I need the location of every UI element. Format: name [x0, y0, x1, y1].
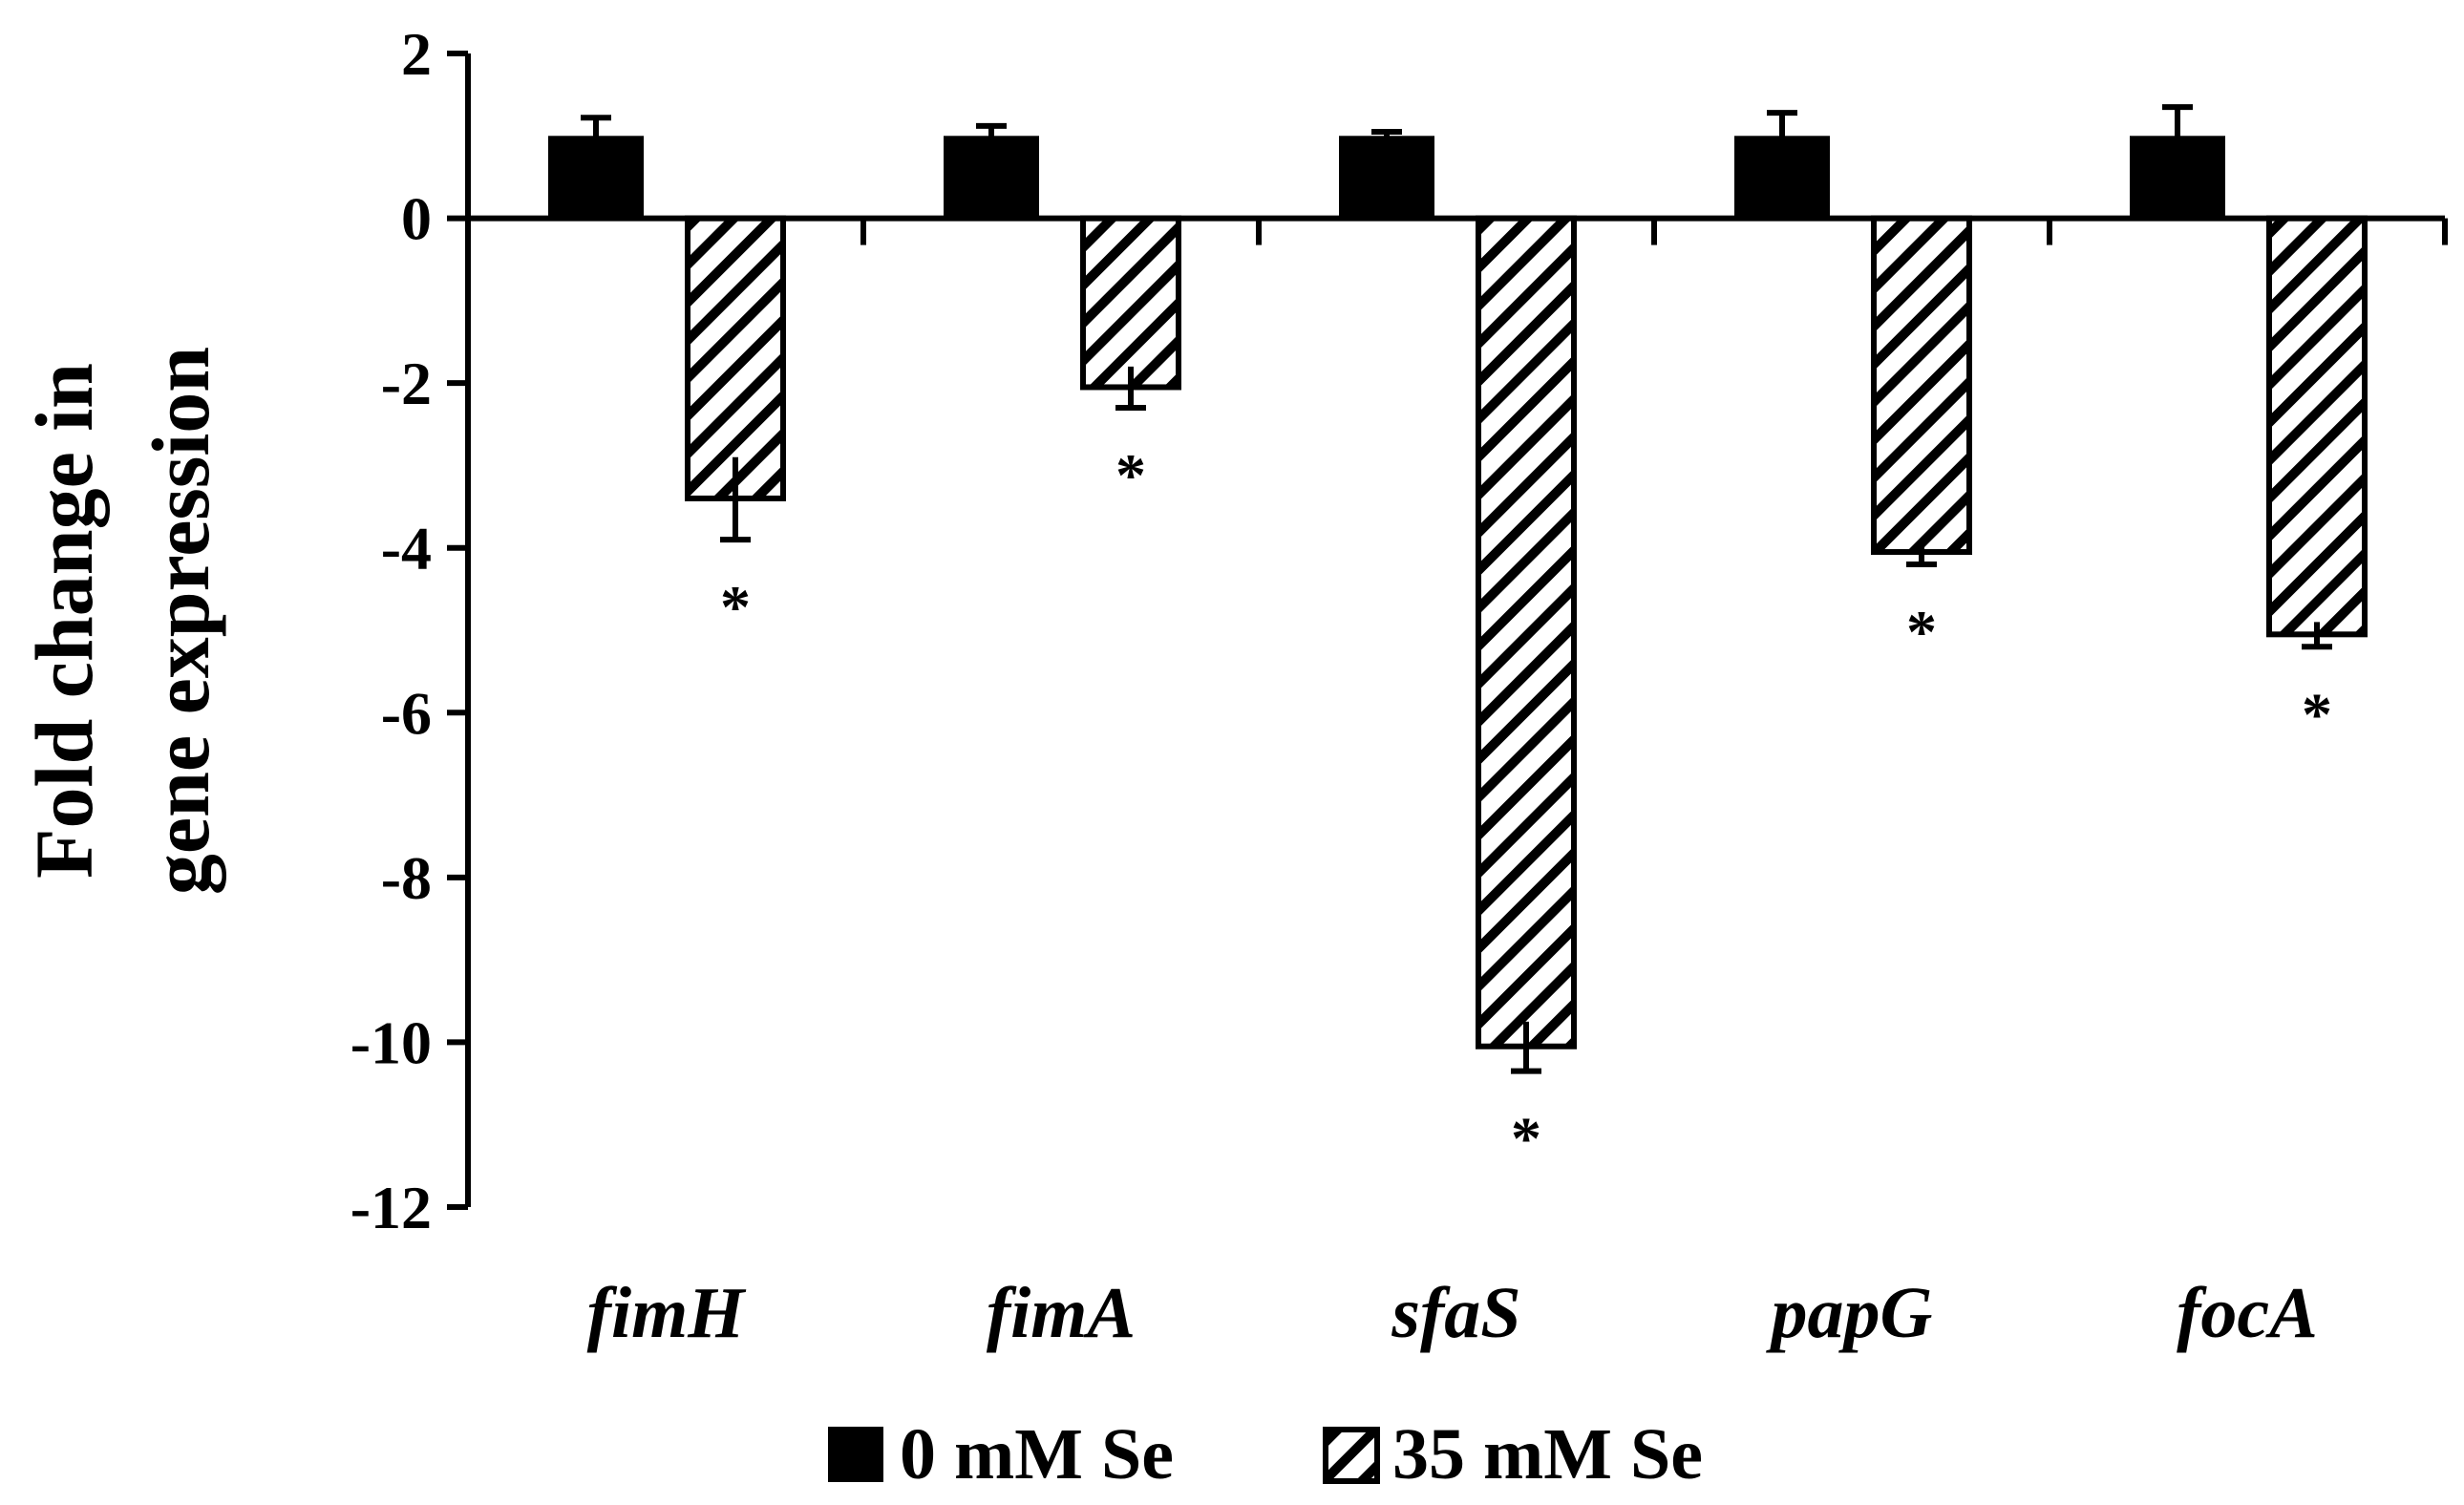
legend-swatch-35-mm	[1323, 1427, 1380, 1484]
error-bar-focA-series-0	[2162, 104, 2193, 165]
bar-fimA-series-1	[1080, 215, 1181, 391]
bar-fimH-series-1	[685, 215, 786, 501]
legend-label-35-mm: 35 mM Se	[1392, 1414, 1703, 1494]
significance-mark-focA: *	[2302, 680, 2332, 748]
bar-fimA-series-0	[944, 136, 1039, 219]
significance-mark-fimA: *	[1115, 441, 1146, 509]
error-bar-sfaS-series-0	[1371, 128, 1402, 140]
y-axis-title-line-2: gene expression	[135, 347, 226, 895]
error-bar-fimH-series-0	[581, 115, 611, 155]
x-tick-label-fimH: fimH	[587, 1273, 748, 1353]
error-bar-sfaS-series-1	[1511, 1021, 1541, 1074]
y-axis-title: Fold change in gene expression	[18, 347, 226, 895]
error-bar-fimA-series-0	[976, 122, 1007, 146]
error-bar-fimA-series-1	[1115, 366, 1146, 412]
legend-label-0-mm: 0 mM Se	[900, 1414, 1174, 1494]
bar-focA-series-1	[2266, 215, 2368, 638]
y-tick-label: -12	[350, 1174, 432, 1241]
axes	[447, 51, 2448, 1210]
bar-papG-series-1	[1871, 215, 1972, 556]
error-bar-papG-series-0	[1767, 110, 1797, 159]
bars	[548, 104, 2368, 1074]
y-tick-label: -6	[381, 679, 432, 747]
error-bar-focA-series-1	[2302, 622, 2332, 650]
error-bar-fimH-series-1	[720, 456, 751, 543]
x-tick-label-fimA: fimA	[987, 1273, 1136, 1353]
y-tick-label: 0	[401, 185, 432, 253]
x-tick-label-sfaS: sfaS	[1391, 1273, 1520, 1353]
error-bar-papG-series-1	[1906, 540, 1937, 567]
significance-mark-sfaS: *	[1511, 1105, 1541, 1173]
bar-sfaS-series-1	[1476, 215, 1577, 1049]
y-axis-title-line-1: Fold change in	[18, 363, 110, 879]
significance-mark-papG: *	[1906, 598, 1937, 666]
y-tick-label: -2	[381, 350, 432, 417]
y-tick-label: -4	[381, 515, 432, 583]
bar-sfaS-series-0	[1339, 136, 1434, 219]
y-tick-label: -10	[350, 1008, 432, 1076]
significance-mark-fimH: *	[720, 573, 751, 641]
x-tick-label-focA: focA	[2177, 1273, 2318, 1353]
legend: 0 mM Se 35 mM Se	[828, 1414, 1703, 1494]
y-tick-label: -8	[381, 844, 432, 912]
y-tick-label: 2	[401, 20, 432, 88]
legend-swatch-0-mm	[828, 1427, 883, 1482]
x-tick-label-papG: papG	[1766, 1273, 1933, 1353]
labels: * fimH * fimA * sfaS * papG * focA 2 0 -2 -4 -6 -8 -10 -1…	[350, 20, 2332, 1353]
